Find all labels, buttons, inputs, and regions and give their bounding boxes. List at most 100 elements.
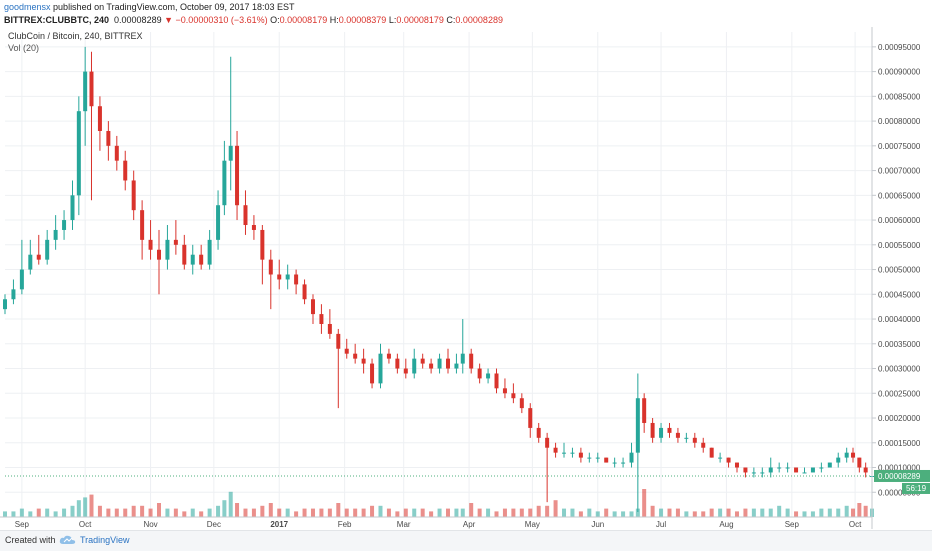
candle-body [562, 452, 567, 454]
volume-bar [553, 500, 558, 517]
volume-bar [83, 497, 88, 517]
candle-body [743, 467, 748, 473]
close-label: C: [446, 15, 456, 25]
volume-bar [11, 511, 16, 517]
candle-body [260, 229, 265, 260]
volume-bar [131, 505, 136, 517]
volume-bar [173, 508, 178, 517]
candle-body [675, 432, 680, 438]
volume-bar [709, 508, 714, 517]
candle-body [395, 358, 400, 369]
axes: 0.00005000 0.00010000 0.00015000 0.00020000… [0, 27, 930, 529]
candle-body [857, 457, 862, 468]
candle-body [650, 422, 655, 438]
down-arrow-icon: ▼ [164, 15, 174, 25]
y-tick-label: 0.00015000 [878, 439, 921, 448]
volume-bar [353, 508, 358, 517]
volume-bar [260, 505, 265, 517]
candle-body [810, 467, 815, 473]
y-tick-label: 0.00045000 [878, 290, 921, 299]
last-price: 0.00008289 [114, 15, 162, 25]
x-tick-label: Jun [591, 520, 604, 529]
candle-body [785, 467, 790, 469]
candle-body [302, 284, 307, 300]
x-tick-label: May [525, 520, 540, 529]
candle-body [36, 254, 41, 260]
candle-body [718, 457, 723, 459]
volume-bar [199, 511, 204, 517]
volume-bar [251, 508, 256, 517]
chart-title: ClubCoin / Bitcoin, 240, BITTREX [8, 31, 143, 41]
volume-bar [734, 511, 739, 517]
y-tick-label: 0.00085000 [878, 92, 921, 101]
candle-body [836, 457, 841, 463]
high-label: H: [329, 15, 339, 25]
candle-body [460, 353, 465, 364]
y-tick-label: 0.00040000 [878, 315, 921, 324]
volume-bar [545, 505, 550, 517]
volume-bar [327, 508, 332, 517]
x-tick-label: Oct [849, 520, 862, 529]
volume-bar [243, 508, 248, 517]
candle-body [277, 274, 282, 280]
candles [3, 46, 874, 513]
candle-body [123, 160, 128, 181]
volume-bar [148, 508, 153, 517]
candle-body [701, 442, 706, 448]
candle-body [536, 427, 541, 438]
volume-bar [53, 511, 58, 517]
open-value: 0.00008179 [279, 15, 328, 25]
volume-bar [595, 511, 600, 517]
volume-bar [403, 508, 408, 517]
candle-body [570, 452, 575, 454]
candle-body [386, 353, 391, 359]
volume-bar [302, 508, 307, 517]
y-tick-label: 0.00010000 [878, 464, 921, 473]
candle-body [667, 427, 672, 433]
candle-body [709, 447, 714, 458]
volume-bar [222, 500, 227, 517]
price-chart[interactable]: 0.00005000 0.00010000 0.00015000 0.00020000… [0, 27, 932, 530]
volume-bar [454, 508, 459, 517]
author-link[interactable]: goodmensx [4, 2, 51, 12]
volume-bar [511, 508, 516, 517]
volume-bar [62, 508, 67, 517]
candle-body [545, 437, 550, 448]
candle-body [486, 373, 491, 379]
volume-bar [528, 508, 533, 517]
x-tick-label: Feb [338, 520, 352, 529]
publish-info: goodmensx published on TradingView.com, … [4, 2, 295, 12]
volume-bar [429, 511, 434, 517]
volume-bar [19, 508, 24, 517]
y-tick-label: 0.00030000 [878, 365, 921, 374]
volume-bar [621, 511, 626, 517]
candle-body [53, 229, 58, 240]
x-tick-label: Oct [79, 520, 92, 529]
volume-bar [777, 505, 782, 517]
candle-body [777, 467, 782, 469]
candle-body [528, 408, 533, 428]
candle-body [114, 145, 119, 161]
candle-body [336, 333, 341, 349]
candle-body [19, 269, 24, 290]
volume-bar [502, 508, 507, 517]
last-price-label: 0.00008289 [878, 472, 921, 481]
x-tick-label: Apr [463, 520, 476, 529]
tradingview-brand[interactable]: TradingView [80, 535, 130, 545]
volume-bar [156, 503, 161, 517]
candle-body [827, 462, 832, 468]
volume-bar [89, 494, 94, 517]
countdown-label: 56:19 [906, 484, 927, 493]
volume-bar [336, 503, 341, 517]
volume-bar [844, 505, 849, 517]
candle-body [378, 353, 383, 384]
volume-bar [519, 508, 524, 517]
candle-body [310, 299, 315, 315]
volume-bar [97, 505, 102, 517]
volume-bar [268, 503, 273, 517]
volume-bar [802, 511, 807, 517]
candle-body [469, 353, 474, 369]
volume-bar [370, 505, 375, 517]
volume-bar [460, 508, 465, 517]
volume-bar [785, 508, 790, 517]
